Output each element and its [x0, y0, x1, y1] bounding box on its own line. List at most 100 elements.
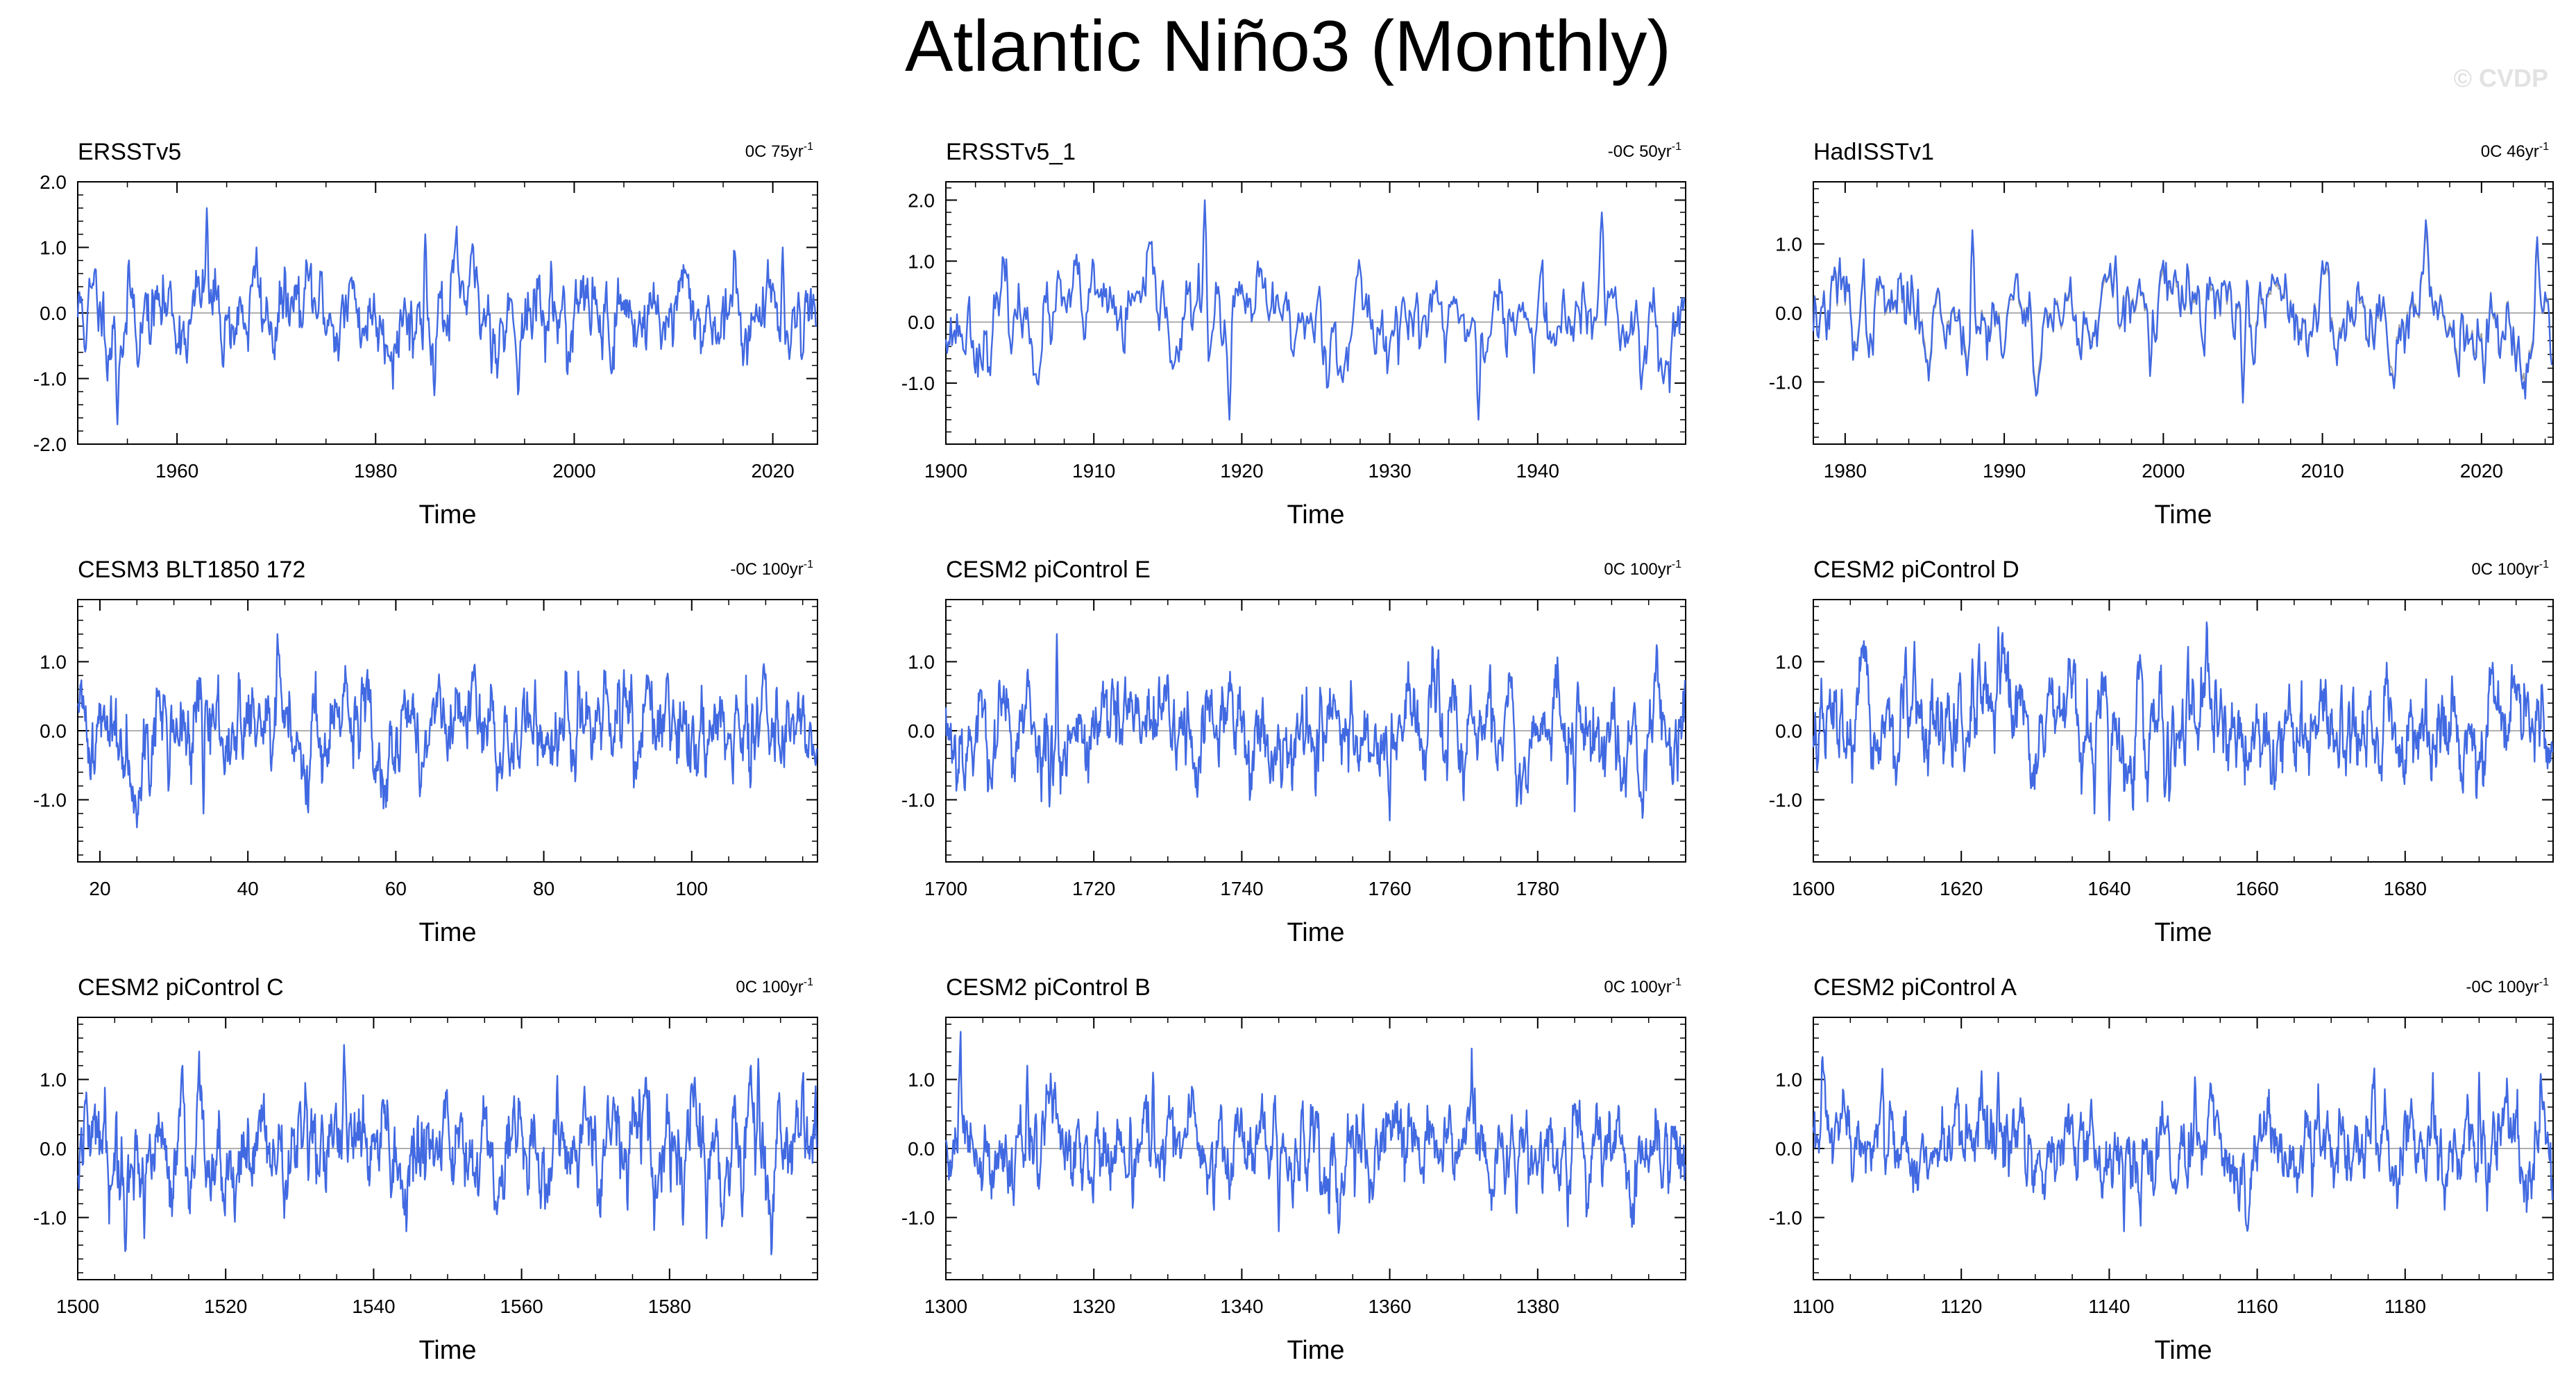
panel-title: CESM2 piControl C [78, 974, 284, 1001]
y-tick-label: -2.0 [33, 434, 67, 455]
panel-title: CESM2 piControl A [1813, 974, 2017, 1001]
x-tick-label: 2020 [751, 460, 794, 482]
series-line [944, 1031, 1686, 1235]
x-tick-label: 1940 [1516, 460, 1559, 482]
series-line [76, 633, 818, 829]
y-tick-label: 1.0 [40, 652, 67, 673]
y-tick-label: 2.0 [908, 189, 935, 211]
x-axis-label: Time [2154, 1336, 2212, 1365]
x-tick-label: 1780 [1516, 878, 1559, 899]
x-tick-label: 1990 [1983, 460, 2026, 482]
x-tick-label: 1960 [155, 460, 198, 482]
y-tick-label: -1.0 [1769, 371, 1802, 393]
x-tick-label: 1360 [1368, 1296, 1411, 1317]
chart-panel-5: CESM2 piControl E 0C 100yr-1 -1.0 0.0 1.0 170… [901, 557, 1686, 947]
x-tick-label: 1910 [1072, 460, 1115, 482]
y-tick-label: 1.0 [908, 652, 935, 673]
trend-label: -0C 100yr-1 [2466, 976, 2549, 997]
y-tick-label: -1.0 [901, 1207, 935, 1228]
panel-title: CESM3 BLT1850 172 [78, 557, 305, 583]
x-tick-label: 1380 [1516, 1296, 1559, 1317]
panel-title: ERSSTv5_1 [946, 139, 1076, 165]
series-line [1812, 1056, 2554, 1232]
y-tick-label: 1.0 [908, 1069, 935, 1091]
x-tick-label: 80 [533, 878, 554, 899]
y-tick-label: -1.0 [33, 789, 67, 811]
panel-title: CESM2 piControl B [946, 974, 1151, 1001]
x-tick-label: 20 [89, 878, 110, 899]
trend-label: 0C 46yr-1 [2481, 141, 2549, 161]
y-tick-label: -1.0 [901, 373, 935, 394]
x-tick-label: 1140 [2088, 1296, 2130, 1317]
x-tick-label: 1120 [1940, 1296, 1982, 1317]
y-tick-label: 1.0 [40, 1069, 67, 1091]
trend-label: 0C 100yr-1 [1604, 976, 1681, 997]
chart-panel-8: CESM2 piControl B 0C 100yr-1 -1.0 0.0 1.0 130… [901, 974, 1686, 1365]
chart-panel-9: CESM2 piControl A -0C 100yr-1 -1.0 0.0 1.0 11… [1769, 974, 2554, 1365]
x-tick-label: 2010 [2300, 460, 2344, 482]
chart-panel-7: CESM2 piControl C 0C 100yr-1 -1.0 0.0 1.0 150… [33, 974, 818, 1365]
x-tick-label: 1700 [924, 878, 967, 899]
x-tick-label: 1900 [924, 460, 967, 482]
panel-title: ERSSTv5 [78, 139, 181, 165]
series-line [944, 633, 1686, 822]
chart-panel-1: ERSSTv5 0C 75yr-1 -2.0 -1.0 0.0 1.0 2.0 1960 198… [33, 139, 818, 529]
x-axis-label: Time [1287, 500, 1344, 529]
x-tick-label: 60 [385, 878, 407, 899]
y-tick-label: 0.0 [1775, 1138, 1802, 1160]
series-line [1812, 219, 2553, 404]
x-tick-label: 1500 [56, 1296, 99, 1317]
series-line [76, 1044, 818, 1255]
watermark: © CVDP [2453, 64, 2548, 92]
x-axis-label: Time [418, 1336, 476, 1365]
x-tick-label: 1760 [1368, 878, 1411, 899]
y-tick-label: 1.0 [908, 251, 935, 272]
x-tick-label: 1340 [1220, 1296, 1263, 1317]
page-title: Atlantic Niño3 (Monthly) [905, 6, 1671, 87]
panel-title: CESM2 piControl D [1813, 557, 2019, 583]
x-tick-label: 1980 [1824, 460, 1867, 482]
chart-panel-4: CESM3 BLT1850 172 -0C 100yr-1 -1.0 0.0 1.0 20… [33, 557, 818, 947]
y-tick-label: 1.0 [40, 237, 67, 259]
x-tick-label: 1930 [1368, 460, 1411, 482]
series-line [76, 207, 817, 425]
panel-title: HadISSTv1 [1813, 139, 1934, 165]
y-tick-label: 0.0 [908, 1138, 935, 1160]
y-tick-label: -1.0 [1769, 789, 1802, 811]
trend-label: 0C 100yr-1 [2471, 559, 2549, 579]
x-tick-label: 1720 [1072, 878, 1115, 899]
chart-panel-3: HadISSTv1 0C 46yr-1 -1.0 0.0 1.0 1980 1990 2000… [1769, 139, 2554, 529]
x-tick-label: 40 [237, 878, 259, 899]
x-tick-label: 1560 [500, 1296, 543, 1317]
x-tick-label: 1740 [1220, 878, 1263, 899]
x-tick-label: 2000 [552, 460, 595, 482]
y-tick-label: -1.0 [901, 789, 935, 811]
x-axis-label: Time [2154, 500, 2212, 529]
x-axis-label: Time [2154, 918, 2212, 947]
x-tick-label: 1100 [1793, 1296, 1834, 1317]
trend-label: 0C 100yr-1 [736, 976, 813, 997]
y-tick-label: 0.0 [40, 1138, 67, 1160]
chart-panel-2: ERSSTv5_1 -0C 50yr-1 -1.0 0.0 1.0 2.0 1900 1910… [901, 139, 1686, 529]
x-tick-label: 2020 [2460, 460, 2503, 482]
chart-panel-6: CESM2 piControl D 0C 100yr-1 -1.0 0.0 1.0 160… [1769, 557, 2554, 947]
x-tick-label: 1540 [352, 1296, 395, 1317]
x-axis-label: Time [418, 918, 476, 947]
y-tick-label: 0.0 [40, 720, 67, 742]
x-axis-label: Time [418, 500, 476, 529]
x-tick-label: 1160 [2236, 1296, 2278, 1317]
series-line [1812, 621, 2554, 822]
x-tick-label: 1320 [1072, 1296, 1115, 1317]
trend-label: 0C 75yr-1 [745, 141, 813, 161]
x-tick-label: 1640 [2087, 878, 2130, 899]
x-tick-label: 1180 [2384, 1296, 2426, 1317]
y-tick-label: 0.0 [40, 303, 67, 324]
plot-frame [945, 181, 1686, 445]
panel-title: CESM2 piControl E [946, 557, 1151, 583]
x-tick-label: 1580 [648, 1296, 691, 1317]
x-tick-label: 1520 [204, 1296, 247, 1317]
x-tick-label: 100 [675, 878, 708, 899]
x-tick-label: 1680 [2384, 878, 2427, 899]
y-tick-label: 0.0 [908, 720, 935, 742]
y-tick-label: 0.0 [1775, 720, 1802, 742]
